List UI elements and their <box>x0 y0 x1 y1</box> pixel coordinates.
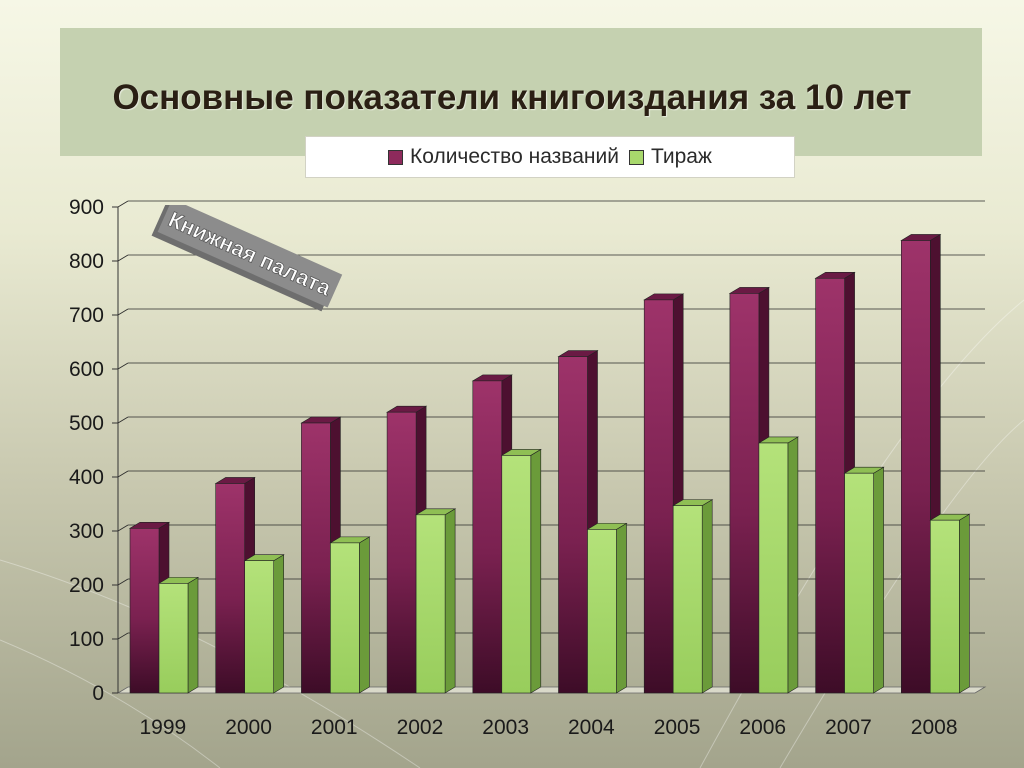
bar-circulation <box>587 529 617 694</box>
legend-item-titles: Количество названий <box>388 145 619 169</box>
bar-side <box>530 448 542 694</box>
legend-label-circulation: Тираж <box>650 145 712 168</box>
bar-circulation <box>844 472 874 694</box>
x-tick-label: 2005 <box>654 716 701 739</box>
bar-circulation <box>158 583 189 694</box>
bar-side <box>787 436 799 694</box>
bar-side <box>958 513 970 694</box>
gridline-connector <box>117 308 129 316</box>
bar-side <box>616 522 627 694</box>
y-tick-label: 0 <box>92 682 104 705</box>
gridline-connector <box>117 470 129 478</box>
bar-titles <box>215 483 245 694</box>
y-tick-label: 800 <box>69 250 104 273</box>
bar-circulation <box>929 519 960 694</box>
y-tick-label: 300 <box>69 520 104 543</box>
y-tick-label: 600 <box>69 358 104 381</box>
legend-label-titles: Количество названий <box>410 145 619 168</box>
y-tick-label: 400 <box>69 466 104 489</box>
y-tick-label: 200 <box>69 574 104 597</box>
x-tick-label: 2006 <box>739 716 786 739</box>
x-tick-label: 2000 <box>225 716 272 739</box>
bar-circulation <box>501 455 532 694</box>
bar-circulation <box>244 560 274 694</box>
bar-titles <box>729 293 760 694</box>
y-tick-label: 700 <box>69 304 104 327</box>
legend: Количество названий Тираж <box>305 136 795 178</box>
legend-item-circulation: Тираж <box>628 145 712 169</box>
gridline-connector <box>117 578 129 586</box>
legend-swatch-titles <box>388 149 403 165</box>
bar-titles <box>129 527 160 694</box>
bar-circulation <box>415 514 446 694</box>
bar-circulation <box>330 542 360 694</box>
bar-titles <box>386 411 417 694</box>
x-tick-label: 1999 <box>139 716 186 739</box>
y-tick-label: 100 <box>69 628 104 651</box>
bar-titles <box>558 356 588 694</box>
gridline-connector <box>117 416 129 424</box>
gridline-connector <box>117 254 129 262</box>
bar-titles <box>301 422 331 694</box>
bar-titles <box>643 299 674 694</box>
x-tick-label: 2004 <box>568 716 615 739</box>
bar-circulation <box>758 442 789 694</box>
x-tick-label: 2003 <box>482 716 529 739</box>
bar-titles <box>900 240 931 694</box>
bar-side <box>701 499 713 694</box>
y-tick-label: 900 <box>69 196 104 219</box>
chart-title: Основные показатели книгоиздания за 10 л… <box>112 78 912 117</box>
bar-side <box>444 508 456 694</box>
gridline-connector <box>117 200 129 208</box>
x-tick-label: 2008 <box>911 716 958 739</box>
bar-circulation <box>672 505 703 694</box>
y-tick-label: 500 <box>69 412 104 435</box>
gridline-connector <box>117 524 129 532</box>
gridline-connector <box>117 632 129 640</box>
bar-titles <box>815 277 845 694</box>
x-tick-label: 2007 <box>825 716 872 739</box>
bar-titles <box>472 380 503 694</box>
bar-side <box>873 466 884 694</box>
bar-side <box>187 576 199 694</box>
title-panel <box>60 28 982 156</box>
legend-swatch-circulation <box>628 149 644 165</box>
gridline-connector <box>117 362 129 370</box>
bar-side <box>359 536 370 694</box>
bar-side <box>273 554 285 694</box>
x-tick-label: 2001 <box>311 716 358 739</box>
watermark-stamp: Книжная палата <box>151 205 343 312</box>
watermark-text: Книжная палата <box>165 207 336 301</box>
x-tick-label: 2002 <box>397 716 444 739</box>
